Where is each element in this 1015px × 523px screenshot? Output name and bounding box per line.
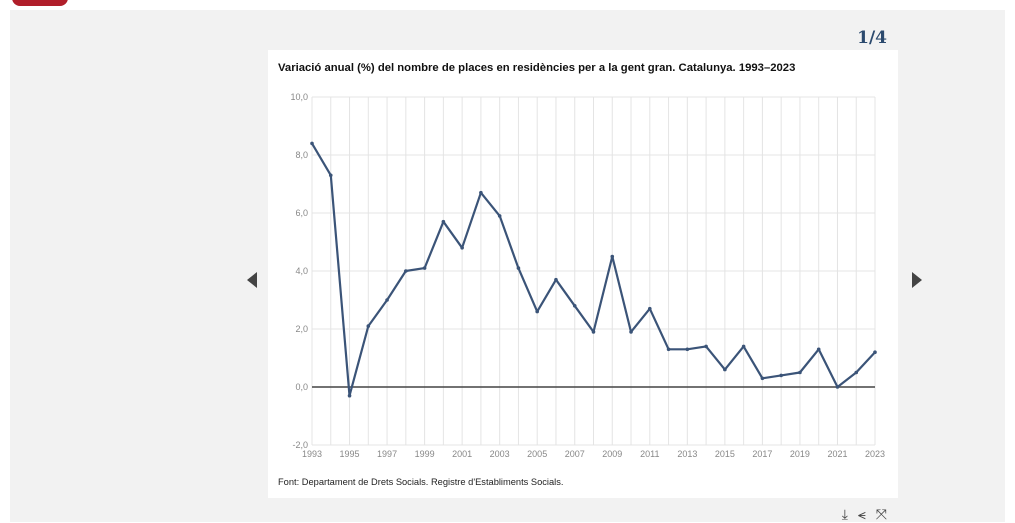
data-point	[497, 214, 502, 218]
data-point	[591, 330, 596, 334]
data-point	[854, 370, 859, 375]
share-icon[interactable]: ⪪	[857, 507, 866, 523]
data-point	[798, 370, 802, 375]
data-point	[479, 190, 483, 195]
y-tick-label: 6,0	[295, 208, 308, 218]
data-point	[310, 141, 314, 146]
data-point	[460, 246, 464, 250]
x-tick-label: 2009	[602, 449, 622, 459]
x-tick-label: 2019	[790, 449, 810, 459]
data-point	[328, 173, 333, 178]
data-point	[760, 376, 765, 381]
chart-title: Variació anual (%) del nombre de places …	[278, 62, 796, 74]
x-tick-label: 1995	[340, 449, 360, 459]
previous-slide-icon[interactable]	[247, 272, 257, 288]
chart-toolbar: ⤓ ⪪ ⤧	[841, 507, 887, 523]
x-tick-label: 1997	[377, 449, 397, 459]
chart-card: Variació anual (%) del nombre de places …	[268, 50, 898, 498]
download-icon[interactable]: ⤓	[841, 507, 848, 523]
x-tick-label: 2021	[827, 449, 847, 459]
data-point	[779, 373, 783, 378]
data-point	[723, 367, 727, 372]
line-chart: -2,0 0,0 2,0 4,0 6,0 8,0 10,0 1993 1995 1997 1999 2…	[290, 92, 885, 459]
top-bar	[0, 0, 1015, 10]
x-tick-label: 2001	[452, 449, 472, 459]
data-point	[741, 344, 746, 349]
slide-counter: 1/4	[857, 28, 887, 48]
data-point	[554, 277, 558, 282]
data-point	[404, 269, 408, 273]
data-point	[347, 393, 352, 398]
data-point	[572, 304, 577, 308]
x-tick-label: 1993	[302, 449, 322, 459]
x-tick-label: 2017	[752, 449, 772, 459]
data-point	[816, 347, 821, 352]
next-slide-icon[interactable]	[912, 272, 922, 288]
data-point	[873, 350, 877, 355]
data-point	[516, 266, 521, 270]
y-tick-label: -2,0	[292, 440, 308, 450]
brand-logo[interactable]	[12, 0, 68, 6]
data-point	[385, 298, 389, 302]
data-point	[648, 306, 652, 311]
y-tick-label: 8,0	[295, 150, 308, 160]
data-point	[422, 266, 427, 270]
data-point	[835, 385, 840, 389]
x-tick-label: 2011	[640, 449, 659, 459]
chart-slider: 1/4 Variació anual (%) del nombre de pla…	[10, 10, 1005, 522]
x-tick-label: 2003	[490, 449, 510, 459]
x-tick-label: 2005	[527, 449, 547, 459]
fullscreen-icon[interactable]: ⤧	[875, 507, 887, 523]
data-point	[610, 254, 615, 259]
y-tick-label: 10,0	[290, 92, 308, 102]
y-tick-label: 0,0	[295, 382, 308, 392]
data-point	[535, 309, 539, 314]
data-point	[366, 324, 371, 328]
x-tick-label: 2015	[715, 449, 735, 459]
y-tick-label: 2,0	[295, 324, 308, 334]
data-point	[629, 330, 633, 334]
x-tick-label: 2023	[865, 449, 885, 459]
data-point	[666, 347, 671, 352]
data-point	[685, 347, 690, 352]
data-point	[704, 344, 708, 349]
y-tick-label: 4,0	[295, 266, 308, 276]
x-tick-label: 1999	[415, 449, 435, 459]
x-tick-label: 2013	[677, 449, 697, 459]
x-tick-label: 2007	[565, 449, 585, 459]
chart-source: Font: Departament de Drets Socials. Regi…	[278, 477, 564, 487]
data-point	[441, 219, 446, 224]
